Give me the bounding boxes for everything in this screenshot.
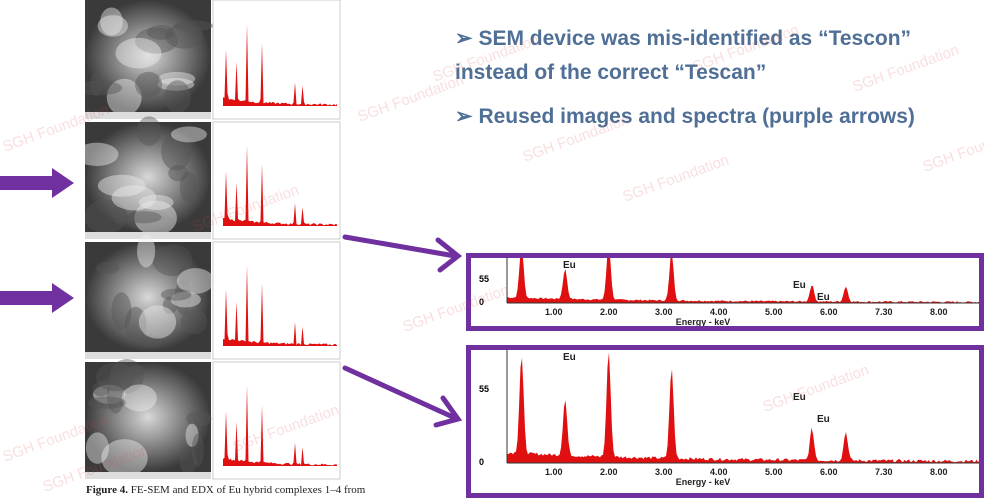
y-label: 55	[479, 384, 489, 394]
y-label: 0	[479, 457, 484, 467]
peak-label: Eu	[563, 352, 576, 363]
x-label: 3.00	[655, 467, 673, 477]
x-label: 2.00	[600, 307, 618, 317]
y-label: 0	[479, 297, 484, 307]
arrow	[0, 168, 74, 198]
spectrum-plot: 55 0 Eu Eu Eu 1.00 2.00 3.00 4.00 5.00 6.00 7.30 8.0…	[471, 350, 979, 493]
peak-label: Eu	[563, 260, 576, 271]
x-label: 4.00	[710, 307, 728, 317]
y-label: 55	[479, 274, 489, 284]
peak-label: Eu	[793, 392, 806, 403]
connector	[345, 368, 455, 418]
x-label: 1.00	[545, 307, 563, 317]
peak-label: Eu	[817, 292, 830, 303]
x-axis-label: Energy - keV	[676, 477, 731, 487]
x-label: 6.00	[820, 467, 838, 477]
x-axis-label: Energy - keV	[676, 317, 731, 326]
spectrum	[507, 258, 979, 303]
x-label: 8.00	[930, 307, 948, 317]
slide: Figure 4. FE-SEM and EDX of Eu hybrid co…	[0, 0, 984, 498]
connector-arrows	[345, 237, 458, 425]
x-label: 2.00	[600, 467, 618, 477]
x-label: 4.00	[710, 467, 728, 477]
zoom-spectrum: 55 0 Eu Eu Eu 1.00 2.00 3.00 4.00 5.00 6.00 7.30 8.0…	[466, 253, 984, 331]
x-label: 8.00	[930, 467, 948, 477]
x-label: 6.00	[820, 307, 838, 317]
zoom-spectrum: 55 0 Eu Eu Eu 1.00 2.00 3.00 4.00 5.00 6.00 7.30 8.0…	[466, 345, 984, 498]
peak-label: Eu	[817, 414, 830, 425]
x-label: 7.30	[875, 467, 893, 477]
x-label: 5.00	[765, 307, 783, 317]
side-arrows	[0, 168, 74, 313]
spectrum	[507, 352, 979, 463]
x-label: 7.30	[875, 307, 893, 317]
spectrum-plot: 55 0 Eu Eu Eu 1.00 2.00 3.00 4.00 5.00 6.00 7.30 8.0…	[471, 258, 979, 326]
x-label: 1.00	[545, 467, 563, 477]
x-label: 3.00	[655, 307, 673, 317]
x-label: 5.00	[765, 467, 783, 477]
arrow	[0, 283, 74, 313]
peak-label: Eu	[793, 280, 806, 291]
